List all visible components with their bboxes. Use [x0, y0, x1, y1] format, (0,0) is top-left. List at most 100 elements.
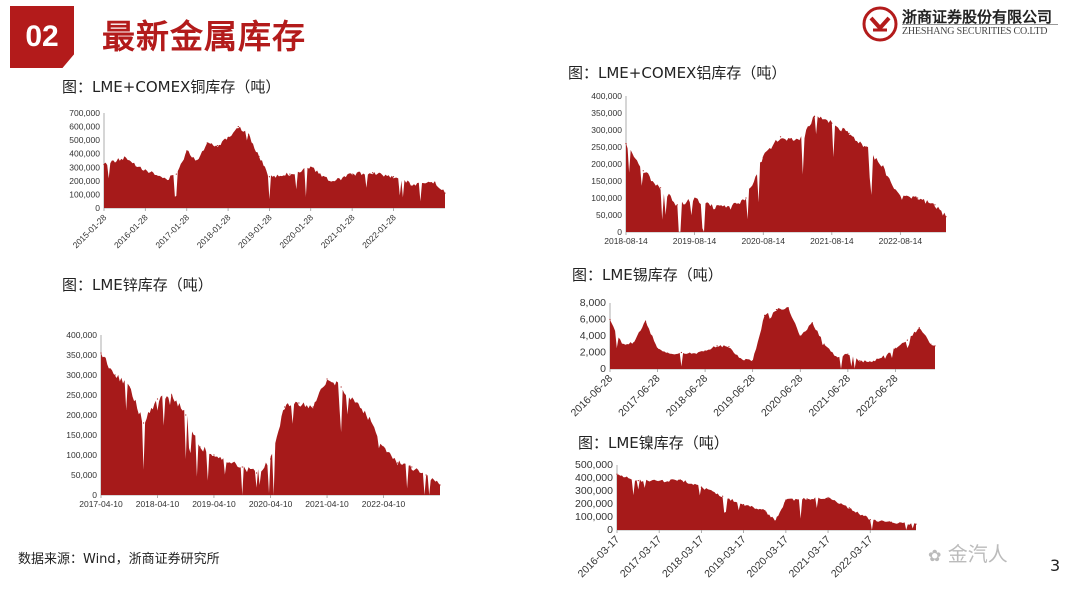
tin-data-point	[764, 314, 766, 316]
aluminum-y-tick-label: 200,000	[591, 159, 622, 169]
copper-x-tick-label: 2019-01-28	[236, 212, 274, 250]
zinc-data-point	[199, 446, 201, 448]
tin-data-point	[668, 353, 671, 355]
tin-y-tick-label: 2,000	[580, 347, 606, 359]
tin-data-point	[633, 342, 635, 344]
copper-y-tick-label: 700,000	[69, 108, 100, 118]
zinc-data-point	[142, 422, 145, 424]
copper-data-point	[330, 181, 332, 183]
nickel-series-area	[617, 474, 916, 530]
logo-divider	[902, 24, 1058, 25]
logo-company-name-en: ZHESHANG SECURITIES CO.LTD	[902, 26, 1048, 37]
tin-data-point	[811, 322, 813, 324]
nickel-data-point	[869, 519, 871, 521]
copper-data-point	[186, 150, 188, 152]
tin-data-point	[644, 320, 647, 322]
zinc-series-area	[101, 353, 440, 495]
tin-data-point	[775, 309, 778, 311]
zinc-x-tick-label: 2017-04-10	[79, 499, 123, 509]
zinc-x-tick-label: 2019-04-10	[192, 499, 236, 509]
nickel-data-point	[637, 480, 639, 482]
copper-x-tick-label: 2021-01-28	[319, 212, 357, 250]
nickel-data-point	[616, 473, 618, 475]
aluminum-y-tick-label: 350,000	[591, 108, 622, 118]
aluminum-y-tick-label: 400,000	[591, 91, 622, 101]
zinc-data-point	[128, 386, 130, 388]
tin-chart-title: 图：LME锡库存（吨）	[572, 266, 723, 284]
aluminum-x-tick-label: 2020-08-14	[742, 236, 786, 246]
zinc-data-point	[411, 466, 413, 468]
tin-data-point	[680, 351, 682, 354]
zinc-y-tick-label: 100,000	[66, 450, 97, 460]
copper-y-tick-label: 0	[95, 203, 100, 213]
zinc-data-point	[425, 474, 427, 476]
nickel-x-tick-label: 2021-03-17	[787, 534, 834, 581]
aluminum-y-tick-label: 50,000	[596, 210, 622, 220]
copper-data-point	[103, 163, 105, 166]
aluminum-data-point	[728, 207, 730, 209]
zinc-data-point	[354, 402, 356, 404]
copper-y-tick-label: 600,000	[69, 122, 100, 132]
copper-data-point	[392, 176, 395, 178]
tin-data-point	[728, 346, 730, 348]
nickel-data-point	[700, 486, 702, 488]
zinc-data-point	[340, 386, 342, 388]
aluminum-data-point	[899, 197, 901, 199]
copper-data-point	[351, 173, 353, 175]
nickel-x-tick-label: 2016-03-17	[576, 534, 623, 581]
zinc-data-point	[369, 418, 371, 420]
copper-data-point	[289, 173, 291, 175]
nickel-y-tick-label: 100,000	[575, 511, 613, 523]
tin-x-tick-label: 2016-06-28	[569, 373, 616, 420]
copper-data-point	[217, 144, 219, 147]
tin-data-point	[930, 343, 932, 345]
zinc-data-point	[114, 374, 116, 376]
copper-data-point	[227, 136, 229, 139]
tin-data-point	[752, 360, 754, 362]
zinc-y-tick-label: 50,000	[71, 470, 97, 480]
copper-y-tick-label: 300,000	[69, 162, 100, 172]
zinc-data-point	[156, 398, 159, 400]
nickel-y-tick-label: 400,000	[575, 472, 613, 484]
copper-data-point	[123, 157, 126, 159]
aluminum-chart: 0 50,000 100,000 150,000 200,000 250,000 300,0…	[591, 91, 947, 246]
aluminum-data-point	[625, 143, 627, 145]
tin-data-point	[740, 358, 742, 360]
watermark: ✿ 金汽人	[928, 538, 1008, 567]
tin-data-point	[787, 307, 789, 309]
zinc-data-point	[397, 462, 399, 464]
zinc-x-tick-label: 2020-04-10	[249, 499, 293, 509]
nickel-data-point	[774, 520, 776, 522]
aluminum-chart-title: 图：LME+COMEX铝库存（吨）	[568, 64, 787, 82]
tin-data-point	[918, 327, 920, 329]
watermark-text: 金汽人	[947, 542, 1008, 566]
aluminum-data-point	[676, 204, 678, 206]
aluminum-data-point	[945, 216, 947, 218]
section-number-badge: 02	[10, 6, 74, 68]
tin-data-point	[847, 353, 849, 355]
zinc-y-tick-label: 250,000	[66, 390, 97, 400]
tin-data-point	[704, 350, 706, 352]
aluminum-data-point	[882, 166, 884, 168]
zheshang-logo-icon	[862, 6, 898, 42]
tin-data-point	[882, 356, 885, 358]
tin-data-point	[621, 343, 623, 345]
aluminum-data-point	[762, 156, 764, 158]
nickel-chart-title: 图：LME镍库存（吨）	[578, 434, 729, 452]
copper-data-point	[237, 125, 239, 128]
tin-series-area	[610, 307, 935, 369]
tin-data-point	[823, 343, 825, 345]
zinc-y-tick-label: 0	[92, 490, 97, 500]
copper-data-point	[175, 173, 177, 175]
zinc-chart: 0 50,000 100,000 150,000 200,000 250,000 300,0…	[66, 330, 441, 509]
zinc-y-tick-label: 150,000	[66, 430, 97, 440]
copper-data-point	[247, 134, 250, 136]
copper-data-point	[196, 159, 198, 162]
copper-x-tick-label: 2020-01-28	[277, 212, 315, 250]
zinc-data-point	[255, 472, 258, 474]
page-title: 最新金属库存	[102, 17, 306, 56]
zinc-data-point	[326, 378, 328, 380]
copper-data-point	[268, 176, 271, 178]
nickel-y-tick-label: 200,000	[575, 498, 613, 510]
copper-data-point	[144, 169, 146, 171]
